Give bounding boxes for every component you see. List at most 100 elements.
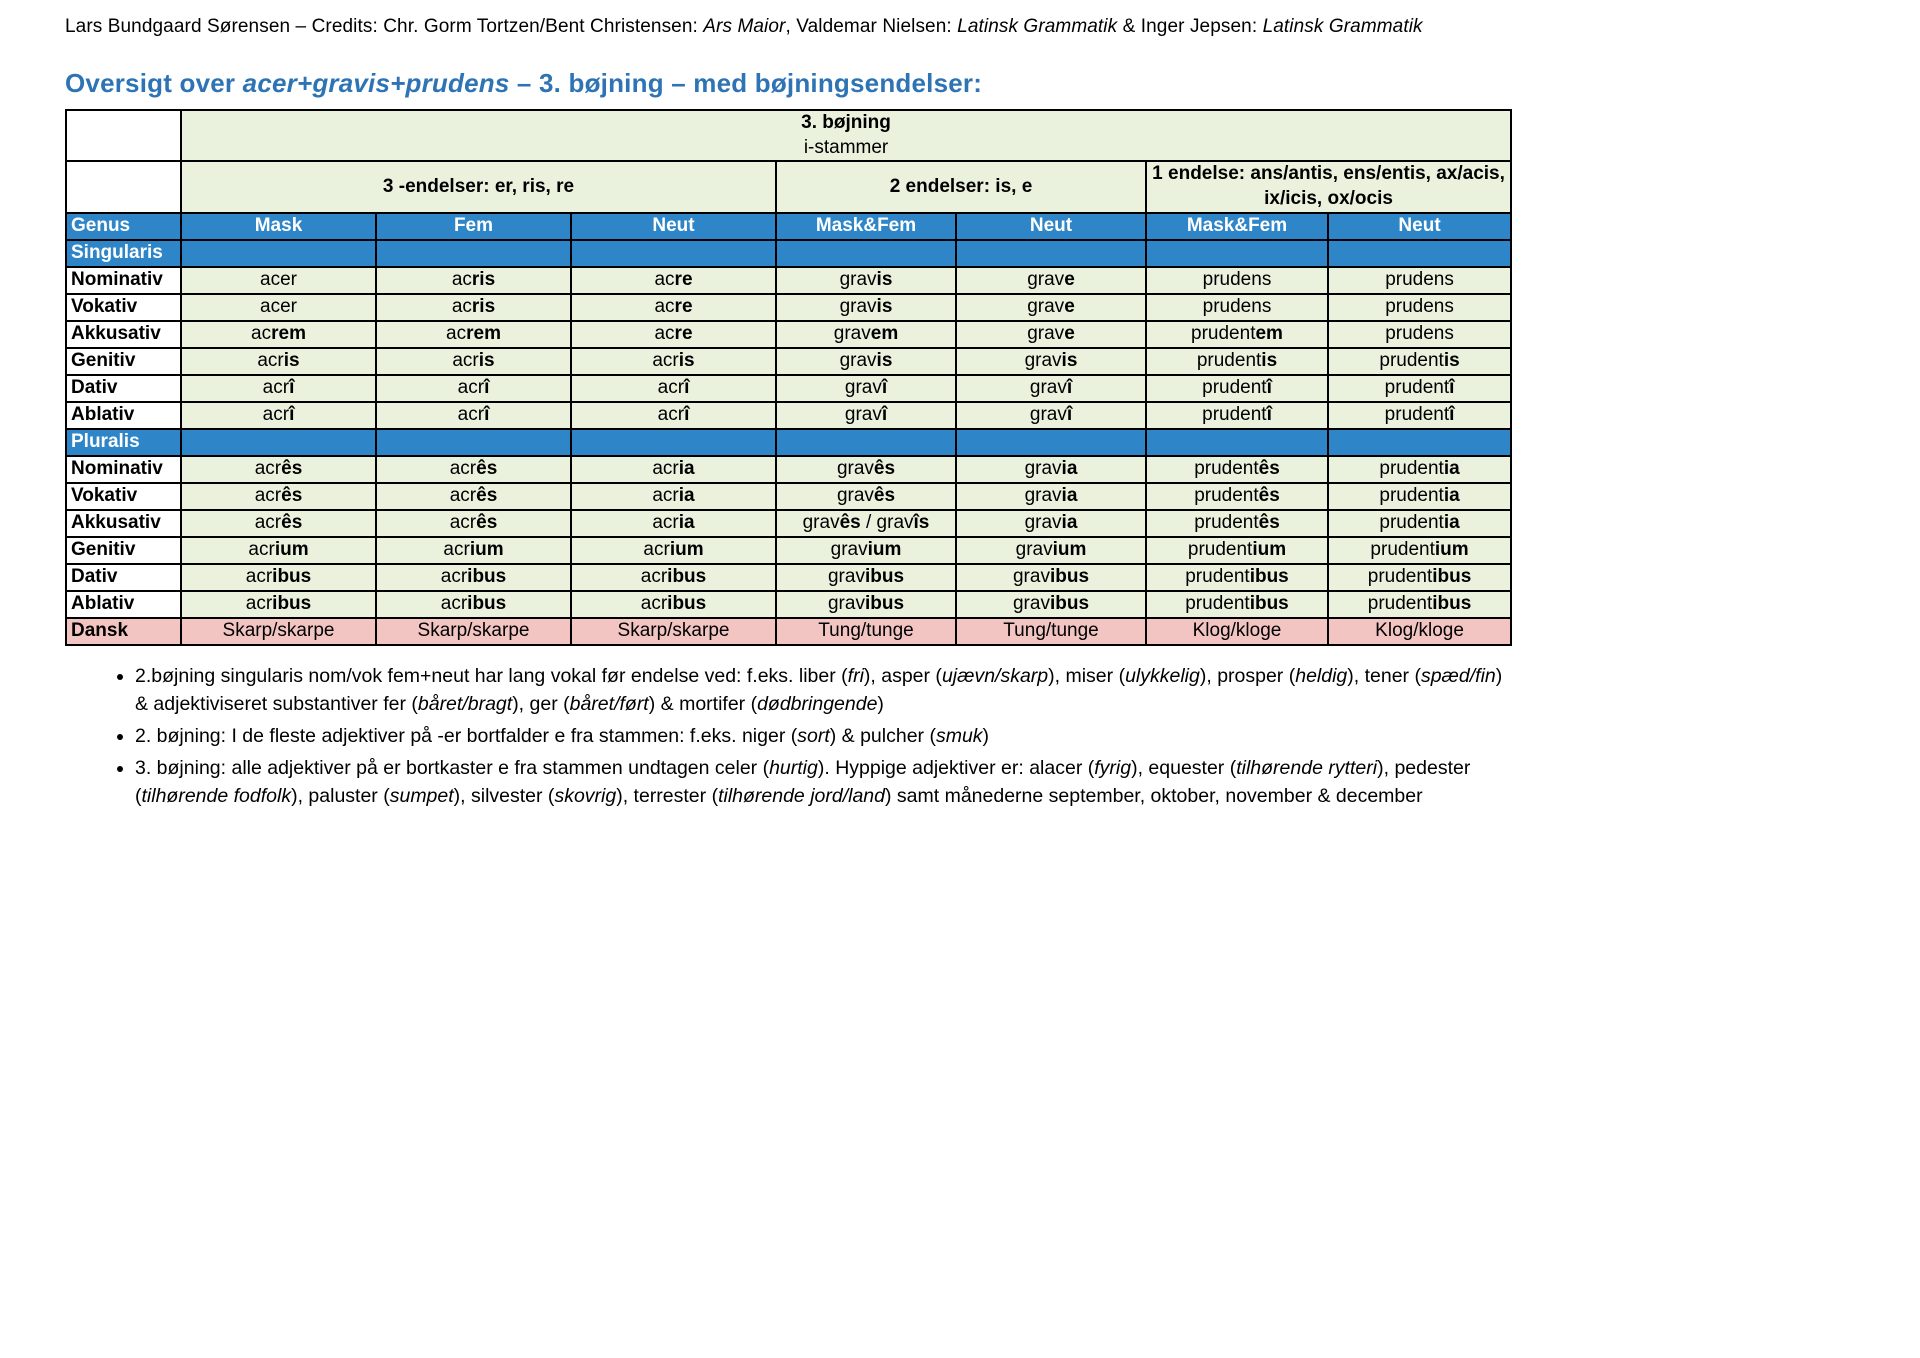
form-cell: prudentî xyxy=(1145,400,1329,430)
table-row: Dativ acribus acribus acribus gravibus gravib… xyxy=(65,562,1513,592)
case-label: Ablativ xyxy=(65,589,182,619)
form-cell: prudens xyxy=(1326,265,1513,295)
table-row: Ablativ acribus acribus acribus gravibus grav… xyxy=(65,589,1513,619)
form-cell: gravia xyxy=(955,508,1147,538)
form-cell: acrium xyxy=(570,535,777,565)
case-label: Ablativ xyxy=(65,400,182,430)
table-row: 3 -endelser: er, ris, re 2 endelser: is, … xyxy=(65,160,1513,214)
form-cell: gravia xyxy=(955,481,1147,511)
form-cell: acris xyxy=(570,346,777,376)
section-cell xyxy=(775,238,957,268)
form-cell: acrium xyxy=(180,535,377,565)
form-cell: gravî xyxy=(775,373,957,403)
section-cell xyxy=(1145,238,1329,268)
corner-cell xyxy=(65,108,182,163)
form-cell: prudentem xyxy=(1145,319,1329,349)
form-cell: gravem xyxy=(775,319,957,349)
form-cell: gravês xyxy=(775,481,957,511)
form-cell: acribus xyxy=(570,562,777,592)
form-cell: gravî xyxy=(775,400,957,430)
section-cell xyxy=(955,427,1147,457)
form-cell: prudentibus xyxy=(1326,562,1513,592)
dansk-cell: Skarp/skarpe xyxy=(570,616,777,646)
table-row: Nominativ acrês acrês acria gravês gravia prud… xyxy=(65,454,1513,484)
form-cell: acre xyxy=(570,319,777,349)
form-cell: acre xyxy=(570,265,777,295)
form-cell: gravês xyxy=(775,454,957,484)
form-cell: acria xyxy=(570,454,777,484)
notes-list: 2.bøjning singularis nom/vok fem+neut ha… xyxy=(65,662,1520,811)
form-cell: gravî xyxy=(955,400,1147,430)
form-cell: acrês xyxy=(180,454,377,484)
form-cell: acria xyxy=(570,508,777,538)
form-cell: prudentês xyxy=(1145,454,1329,484)
form-cell: acer xyxy=(180,265,377,295)
form-cell: prudentia xyxy=(1326,454,1513,484)
table-row: Akkusativ acrem acrem acre gravem grave pruden… xyxy=(65,319,1513,349)
form-cell: prudentês xyxy=(1145,508,1329,538)
table-row: 3. bøjning i-stammer xyxy=(65,108,1513,163)
form-cell: prudentî xyxy=(1326,400,1513,430)
page-title: Oversigt over acer+gravis+prudens – 3. b… xyxy=(65,68,983,98)
form-cell: grave xyxy=(955,292,1147,322)
declension-table: 3. bøjning i-stammer 3 -endelser: er, ris,… xyxy=(65,108,1513,646)
case-label: Akkusativ xyxy=(65,508,182,538)
section-cell xyxy=(955,238,1147,268)
form-cell: gravibus xyxy=(955,562,1147,592)
form-cell: acribus xyxy=(375,589,572,619)
section-cell xyxy=(375,427,572,457)
form-cell: acribus xyxy=(180,589,377,619)
form-cell: acribus xyxy=(570,589,777,619)
genus-cell: Fem xyxy=(375,211,572,241)
table-row: Vokativ acrês acrês acria gravês gravia pruden… xyxy=(65,481,1513,511)
dansk-cell: Klog/kloge xyxy=(1326,616,1513,646)
form-cell: acrî xyxy=(180,400,377,430)
form-cell: acria xyxy=(570,481,777,511)
note-item: 2. bøjning: I de fleste adjektiver på -e… xyxy=(135,722,1520,751)
genus-label: Genus xyxy=(65,211,182,241)
table-row: Genitiv acrium acrium acrium gravium gravium p… xyxy=(65,535,1513,565)
table-row: Akkusativ acrês acrês acria gravês / gravîs g… xyxy=(65,508,1513,538)
form-cell: prudens xyxy=(1326,319,1513,349)
form-cell: prudens xyxy=(1145,292,1329,322)
form-cell: prudentis xyxy=(1326,346,1513,376)
section-cell xyxy=(570,427,777,457)
form-cell: acre xyxy=(570,292,777,322)
note-item: 3. bøjning: alle adjektiver på er bortka… xyxy=(135,754,1520,811)
form-cell: gravibus xyxy=(775,562,957,592)
form-cell: acrês xyxy=(375,481,572,511)
form-cell: acrês xyxy=(180,508,377,538)
corner-cell xyxy=(65,160,182,214)
form-cell: gravium xyxy=(775,535,957,565)
form-cell: acrî xyxy=(375,373,572,403)
form-cell: acrem xyxy=(375,319,572,349)
dansk-cell: Skarp/skarpe xyxy=(180,616,377,646)
table-row: Vokativ acer acris acre gravis grave prudens pr… xyxy=(65,292,1513,322)
form-cell: acribus xyxy=(375,562,572,592)
document-page: Lars Bundgaard Sørensen – Credits: Chr. … xyxy=(0,0,1920,811)
section-cell xyxy=(180,427,377,457)
form-cell: acris xyxy=(180,346,377,376)
form-cell: gravis xyxy=(955,346,1147,376)
table-row: Singularis xyxy=(65,238,1513,268)
form-cell: prudentium xyxy=(1326,535,1513,565)
form-cell: acrî xyxy=(570,373,777,403)
section-cell xyxy=(375,238,572,268)
form-cell: acrês xyxy=(375,508,572,538)
declension-table-body: 3. bøjning i-stammer 3 -endelser: er, ris,… xyxy=(65,108,1513,646)
form-cell: prudentium xyxy=(1145,535,1329,565)
case-label: Dativ xyxy=(65,373,182,403)
form-cell: acrî xyxy=(180,373,377,403)
group-header-cell: 2 endelser: is, e xyxy=(775,160,1147,214)
form-cell: acrês xyxy=(180,481,377,511)
form-cell: acris xyxy=(375,265,572,295)
form-cell: prudens xyxy=(1145,265,1329,295)
group-header-cell: 3 -endelser: er, ris, re xyxy=(180,160,777,214)
case-label: Vokativ xyxy=(65,481,182,511)
dansk-cell: Klog/kloge xyxy=(1145,616,1329,646)
form-cell: acris xyxy=(375,292,572,322)
form-cell: prudentibus xyxy=(1145,562,1329,592)
dansk-cell: Tung/tunge xyxy=(775,616,957,646)
table-row: Dativ acrî acrî acrî gravî gravî prudentî prude… xyxy=(65,373,1513,403)
form-cell: gravis xyxy=(775,265,957,295)
